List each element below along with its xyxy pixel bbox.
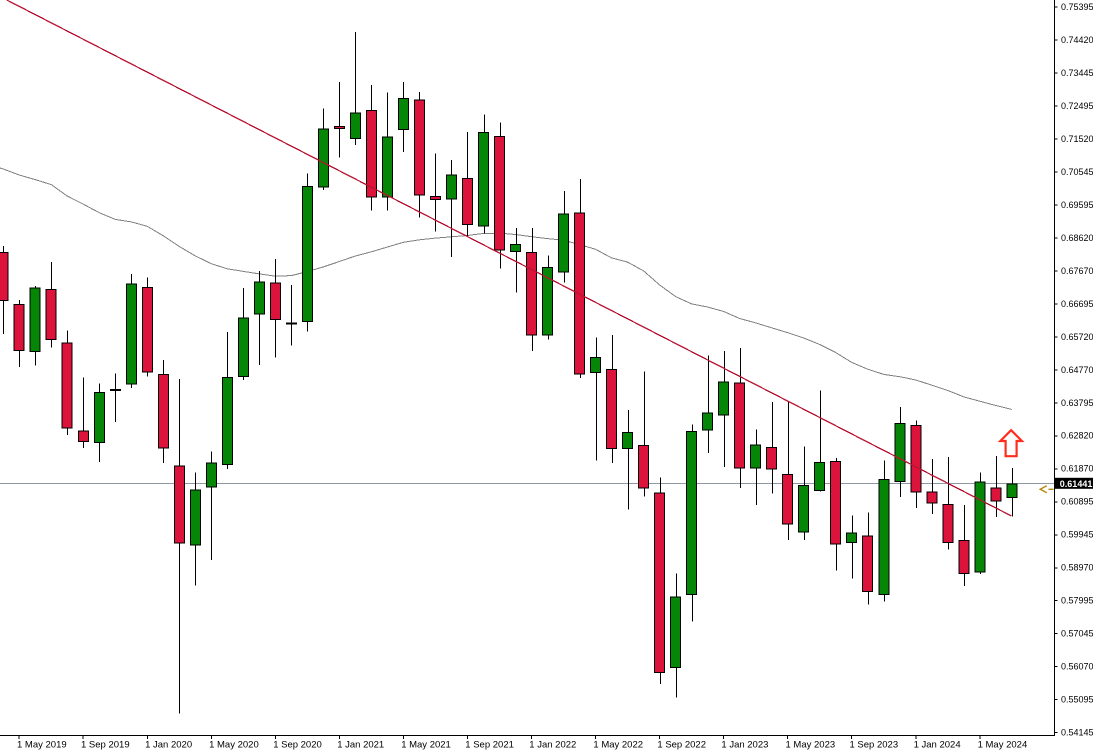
svg-text:0.57995: 0.57995 xyxy=(1061,596,1093,606)
svg-text:0.66695: 0.66695 xyxy=(1061,299,1093,309)
svg-text:0.61870: 0.61870 xyxy=(1061,464,1093,474)
svg-text:1 Jan 2024: 1 Jan 2024 xyxy=(914,740,961,751)
svg-text:0.57045: 0.57045 xyxy=(1061,629,1093,639)
svg-text:0.74420: 0.74420 xyxy=(1061,35,1093,45)
svg-text:0.71520: 0.71520 xyxy=(1061,134,1093,144)
svg-text:1 Sep 2022: 1 Sep 2022 xyxy=(657,740,706,751)
svg-text:0.60895: 0.60895 xyxy=(1061,497,1093,507)
svg-text:0.72495: 0.72495 xyxy=(1061,101,1093,111)
svg-text:1 May 2024: 1 May 2024 xyxy=(978,740,1028,751)
svg-text:0.67670: 0.67670 xyxy=(1061,266,1093,276)
svg-text:0.65720: 0.65720 xyxy=(1061,332,1093,342)
svg-text:1 Sep 2020: 1 Sep 2020 xyxy=(273,740,322,751)
svg-text:0.69595: 0.69595 xyxy=(1061,200,1093,210)
svg-text:0.73445: 0.73445 xyxy=(1061,68,1093,78)
svg-text:0.68620: 0.68620 xyxy=(1061,233,1093,243)
svg-text:1 Jan 2023: 1 Jan 2023 xyxy=(721,740,768,751)
svg-text:0.75395: 0.75395 xyxy=(1061,2,1093,12)
svg-text:1 Sep 2019: 1 Sep 2019 xyxy=(81,740,130,751)
svg-text:1 May 2023: 1 May 2023 xyxy=(786,740,836,751)
svg-text:0.56070: 0.56070 xyxy=(1061,662,1093,672)
svg-text:0.64770: 0.64770 xyxy=(1061,365,1093,375)
svg-text:1 May 2019: 1 May 2019 xyxy=(17,740,67,751)
svg-text:1 Sep 2023: 1 Sep 2023 xyxy=(850,740,899,751)
svg-text:0.58970: 0.58970 xyxy=(1061,563,1093,573)
svg-text:1 May 2020: 1 May 2020 xyxy=(209,740,259,751)
svg-text:1 Sep 2021: 1 Sep 2021 xyxy=(465,740,514,751)
svg-text:0.55095: 0.55095 xyxy=(1061,695,1093,705)
svg-text:0.61441: 0.61441 xyxy=(1060,479,1093,489)
svg-text:0.59945: 0.59945 xyxy=(1061,530,1093,540)
svg-text:1 Jan 2021: 1 Jan 2021 xyxy=(337,740,384,751)
svg-text:0.70545: 0.70545 xyxy=(1061,167,1093,177)
svg-text:0.62820: 0.62820 xyxy=(1061,431,1093,441)
svg-text:0.54145: 0.54145 xyxy=(1061,728,1093,738)
svg-text:0.63795: 0.63795 xyxy=(1061,398,1093,408)
svg-text:1 Jan 2022: 1 Jan 2022 xyxy=(529,740,576,751)
svg-text:1 Jan 2020: 1 Jan 2020 xyxy=(145,740,192,751)
svg-text:1 May 2021: 1 May 2021 xyxy=(401,740,451,751)
svg-text:1 May 2022: 1 May 2022 xyxy=(593,740,643,751)
